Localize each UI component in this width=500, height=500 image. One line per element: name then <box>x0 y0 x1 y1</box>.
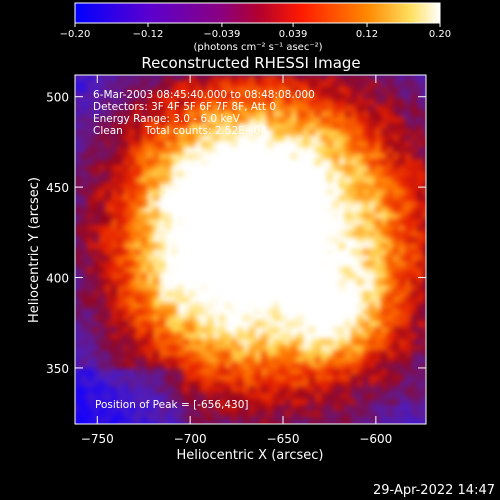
x-tick-label: −750 <box>81 432 114 446</box>
colorbar-tick-label: 0.20 <box>429 29 451 40</box>
info-time-range: 6-Mar-2003 08:45:40.000 to 08:48:08.000 <box>93 89 315 101</box>
colorbar-frame <box>74 2 441 24</box>
colorbar-tick-label: −0.12 <box>133 29 164 40</box>
x-tick-label: −600 <box>359 432 392 446</box>
y-tick-label: 350 <box>46 362 69 376</box>
x-tick-label: −650 <box>267 432 300 446</box>
colorbar-units: (photons cm⁻² s⁻¹ asec⁻²) <box>193 42 322 53</box>
colorbar-tick-label: 0.039 <box>279 29 308 40</box>
y-tick-label: 400 <box>46 272 69 286</box>
info-detectors: Detectors: 3F 4F 5F 6F 7F 8F, Att 0 <box>93 101 276 113</box>
colorbar-tick-label: 0.12 <box>356 29 378 40</box>
plot-frame <box>74 74 427 425</box>
colorbar-tick-label: −0.20 <box>60 29 91 40</box>
timestamp: 29-Apr-2022 14:47 <box>373 483 495 498</box>
y-tick-label: 450 <box>46 181 69 195</box>
y-axis-label: Heliocentric Y (arcsec) <box>27 177 42 323</box>
info-energy-range: Energy Range: 3.0 - 6.0 keV <box>93 113 241 125</box>
x-axis-label: Heliocentric X (arcsec) <box>177 448 324 463</box>
colorbar-tick-label: −0.039 <box>203 29 240 40</box>
info-peak-position: Position of Peak = [-656,430] <box>95 399 249 411</box>
heatmap-image <box>75 75 426 424</box>
y-tick-label: 500 <box>46 91 69 105</box>
info-total-counts: Total counts: 2.52E+04 <box>144 125 267 137</box>
colorbar <box>75 3 440 23</box>
info-method: Clean <box>93 125 123 137</box>
chart-title: Reconstructed RHESSI Image <box>141 54 360 72</box>
x-tick-label: −700 <box>174 432 207 446</box>
